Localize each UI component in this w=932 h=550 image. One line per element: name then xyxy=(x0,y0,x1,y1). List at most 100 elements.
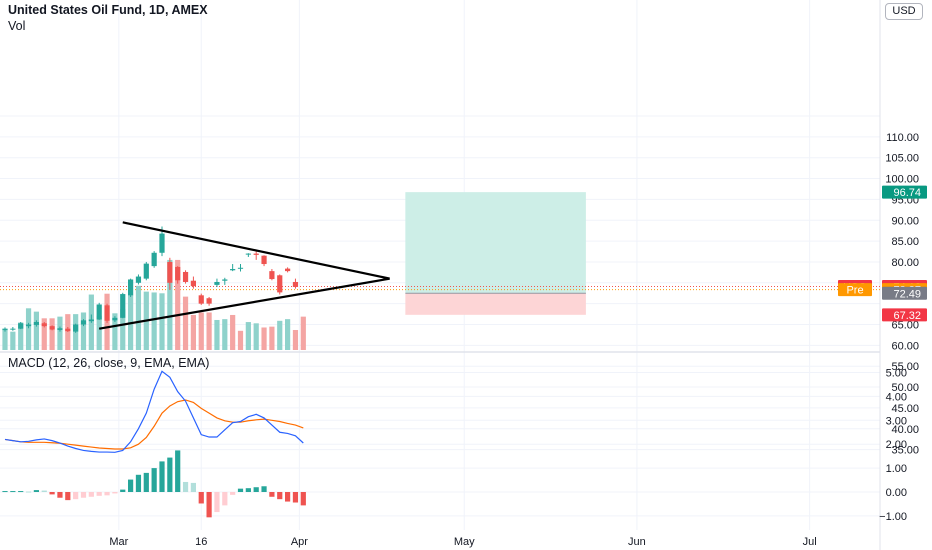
macd-tick-label: 0.00 xyxy=(886,487,907,499)
histogram-bar xyxy=(182,481,189,492)
price-tick-label: 65.00 xyxy=(891,320,919,332)
volume-bar xyxy=(245,322,251,350)
histogram-bar xyxy=(175,450,181,492)
histogram-bar xyxy=(214,492,220,513)
macd-tick-label: 2.00 xyxy=(886,439,907,451)
time-tick-label: Jun xyxy=(628,536,646,548)
histogram-bar xyxy=(222,492,228,506)
histogram-bar xyxy=(245,488,251,492)
histogram-bar xyxy=(120,489,126,492)
histogram-bar xyxy=(292,492,299,503)
volume-bar xyxy=(269,326,275,350)
time-tick-label: May xyxy=(454,536,475,548)
volume-bar xyxy=(285,319,291,350)
candle-body xyxy=(151,252,157,267)
histogram-bar xyxy=(10,491,16,493)
histogram-bar xyxy=(104,492,110,496)
volume-label[interactable]: Vol xyxy=(8,19,26,33)
histogram-bar xyxy=(253,487,259,492)
volume-bar xyxy=(253,323,259,350)
volume-bars xyxy=(2,259,306,350)
candle-body xyxy=(10,328,16,330)
histogram-bar xyxy=(33,490,39,492)
volume-bar xyxy=(18,322,24,350)
symbol-title[interactable]: United States Oil Fund, 1D, AMEX xyxy=(8,3,208,17)
price-badge-value: 96.74 xyxy=(893,187,921,199)
candle-body xyxy=(112,317,118,321)
candle-body xyxy=(41,323,47,327)
histogram-bar xyxy=(143,472,149,492)
candle-body xyxy=(261,255,267,265)
candle-body xyxy=(73,324,79,332)
volume-bar xyxy=(65,314,71,350)
price-tick-label: 45.00 xyxy=(891,403,919,415)
candle-body xyxy=(237,267,244,269)
triangle-pattern[interactable] xyxy=(99,221,390,330)
candle-body xyxy=(96,304,102,320)
position-tool[interactable] xyxy=(0,192,880,315)
price-badge-tag xyxy=(838,283,872,297)
candle-body xyxy=(245,253,251,255)
currency-button[interactable]: USD xyxy=(885,3,923,20)
histogram-bar xyxy=(49,492,55,495)
histogram-bar xyxy=(128,479,134,492)
macd-tick-label: 1.00 xyxy=(886,463,907,475)
volume-bar xyxy=(292,329,299,350)
candle-body xyxy=(104,305,110,321)
volume-bar xyxy=(33,311,39,350)
volume-bar xyxy=(261,327,267,350)
histogram-bar xyxy=(57,492,63,498)
macd-label[interactable]: MACD (12, 26, close, 9, EMA, EMA) xyxy=(8,356,210,370)
candle-body xyxy=(167,261,173,283)
time-tick-label: Jul xyxy=(803,536,817,548)
candle-body xyxy=(49,326,55,330)
histogram-bar xyxy=(261,486,267,492)
volume-bar xyxy=(96,315,102,350)
target-zone xyxy=(405,192,586,294)
candle-body xyxy=(80,320,87,325)
candle-body xyxy=(159,233,165,253)
histogram-bar xyxy=(151,468,157,492)
histogram-bar xyxy=(18,491,24,493)
volume-bar xyxy=(80,312,87,350)
price-tick-label: 80.00 xyxy=(891,257,919,269)
histogram-bar xyxy=(277,492,283,500)
macd-tick-label: 5.00 xyxy=(886,368,907,380)
volume-bar xyxy=(277,320,283,350)
price-badge xyxy=(882,185,927,199)
volume-bar xyxy=(175,259,181,350)
volume-bar xyxy=(25,308,32,350)
volume-bar xyxy=(57,316,63,350)
price-badge-label: Pre xyxy=(846,285,863,297)
candle-body xyxy=(25,324,32,327)
candle-body xyxy=(88,319,94,322)
price-tick-label: 60.00 xyxy=(891,340,919,352)
candle-body xyxy=(292,281,299,287)
candle-body xyxy=(175,266,181,281)
candle-body xyxy=(277,275,283,293)
axes: 35.00 40.00 45.00 50.00 55.00 60.00 65.00 80.00… xyxy=(109,132,919,548)
volume-bar xyxy=(112,313,118,350)
price-tick-label: 100.00 xyxy=(885,174,919,186)
candle-body xyxy=(128,279,134,296)
histogram-bar xyxy=(237,488,244,492)
volume-bar xyxy=(120,309,126,350)
histogram-bar xyxy=(73,492,79,500)
price-tick-label: 85.00 xyxy=(891,236,919,248)
volume-bar xyxy=(151,292,157,350)
volume-bar xyxy=(2,328,8,350)
candle-body xyxy=(214,281,220,285)
volume-bar xyxy=(167,259,173,350)
price-tick-label: 90.00 xyxy=(891,215,919,227)
histogram-bar xyxy=(112,492,118,494)
histogram-bar xyxy=(96,492,102,496)
histogram-bar xyxy=(2,491,8,493)
price-tick-label: 35.00 xyxy=(891,445,919,457)
volume-bar xyxy=(10,331,16,350)
time-tick-label: 16 xyxy=(195,536,207,548)
volume-bar xyxy=(49,318,55,350)
candle-body xyxy=(57,328,63,330)
volume-bar xyxy=(190,314,196,350)
histogram-bar xyxy=(135,474,142,492)
